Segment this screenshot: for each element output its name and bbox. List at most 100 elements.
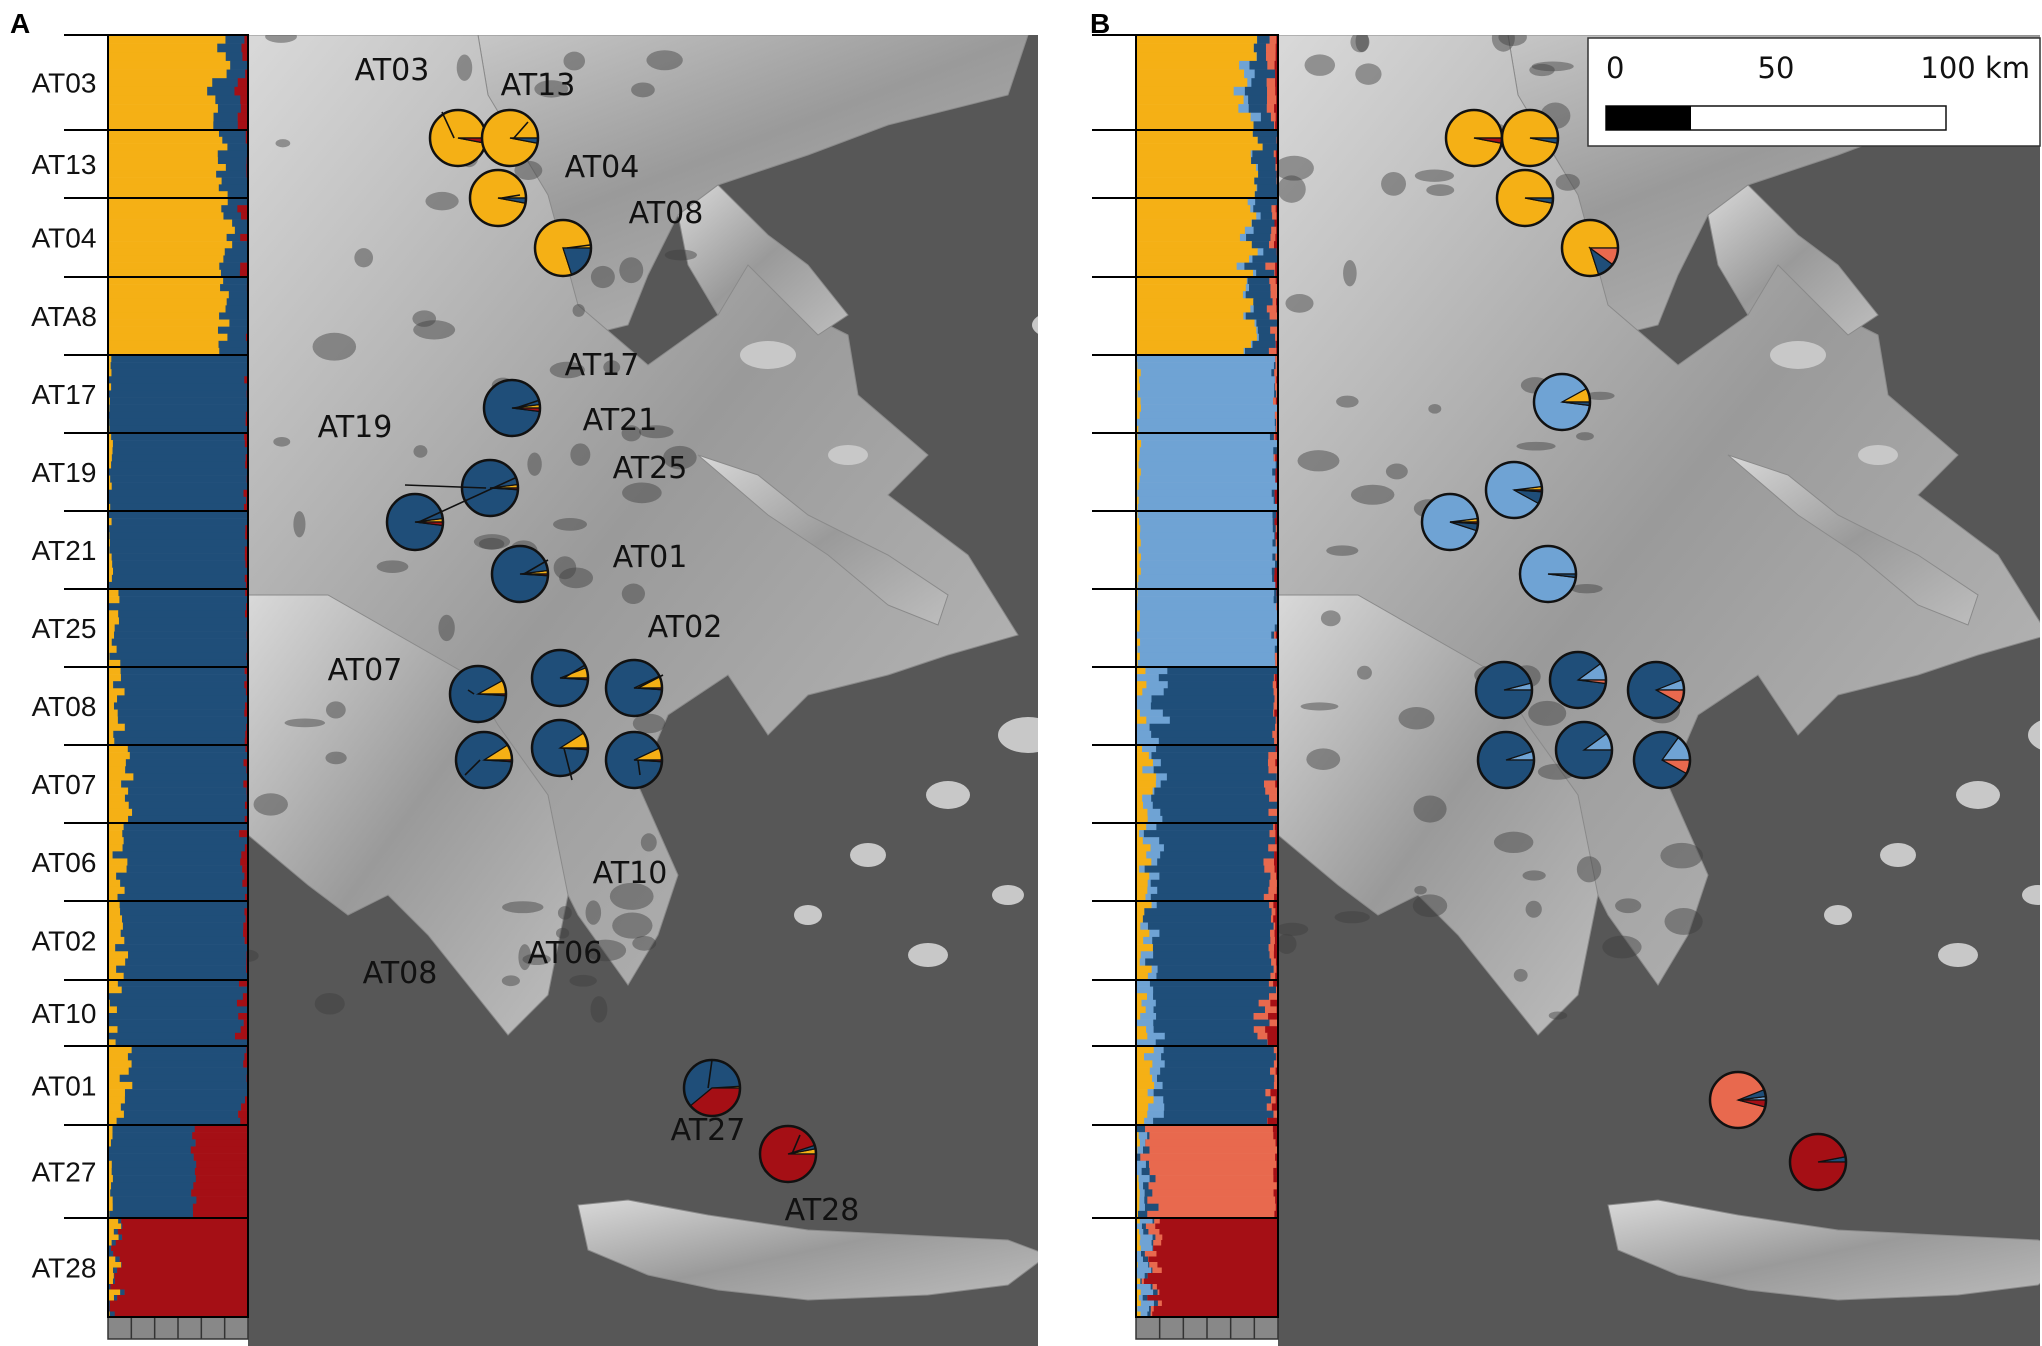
relief-shade bbox=[638, 425, 674, 439]
admixture-segment bbox=[108, 1240, 112, 1246]
population-label-at25: AT25 bbox=[32, 613, 97, 644]
admixture-segment bbox=[207, 86, 235, 96]
admixture-segment bbox=[116, 1006, 249, 1014]
relief-shade bbox=[549, 361, 585, 379]
admixture-segment bbox=[236, 999, 249, 1007]
admixture-segment bbox=[244, 35, 249, 44]
admixture-segment bbox=[108, 1125, 113, 1133]
admixture-segment bbox=[116, 645, 248, 654]
panel-a: AT03 AT13 AT04 ATA8 AT17 AT19 AT21 AT25 AT08 AT07… bbox=[31, 34, 1038, 1346]
admixture-segment bbox=[1252, 340, 1277, 349]
admixture-segment bbox=[1136, 794, 1143, 803]
admixture-segment bbox=[114, 737, 246, 746]
admixture-segment bbox=[1141, 1278, 1145, 1285]
admixture-segment bbox=[1245, 284, 1250, 292]
admixture-segment bbox=[1246, 277, 1248, 285]
admixture-segment bbox=[245, 454, 249, 462]
admixture-segment bbox=[1256, 326, 1259, 335]
relief-shade bbox=[1664, 908, 1703, 935]
island bbox=[740, 341, 796, 369]
admixture-segment bbox=[114, 624, 248, 632]
pie-outline bbox=[1420, 492, 1480, 552]
admixture-segment bbox=[240, 262, 249, 271]
admixture-segment bbox=[225, 164, 247, 172]
admixture-segment bbox=[119, 1074, 247, 1083]
admixture-segment bbox=[1256, 52, 1267, 62]
admixture-segment bbox=[219, 347, 248, 356]
admixture-segment bbox=[1137, 645, 1276, 654]
admixture-segment bbox=[108, 1267, 114, 1274]
relief-shade bbox=[640, 833, 657, 852]
pie-at08 bbox=[454, 730, 514, 790]
admixture-segment bbox=[108, 958, 126, 966]
admixture-segment bbox=[1253, 298, 1273, 306]
admixture-segment bbox=[108, 333, 228, 342]
admixture-segment bbox=[1267, 1039, 1279, 1047]
admixture-segment bbox=[108, 104, 219, 114]
admixture-segment bbox=[1138, 1175, 1150, 1183]
admixture-segment bbox=[240, 104, 249, 114]
chalkidiki-peninsula bbox=[677, 184, 849, 336]
admixture-segment bbox=[1273, 674, 1276, 682]
admixture-segment bbox=[1269, 951, 1275, 959]
admixture-segment bbox=[1257, 164, 1276, 172]
admixture-segment bbox=[1271, 567, 1275, 576]
admixture-segment bbox=[113, 1251, 249, 1257]
admixture-segment bbox=[245, 69, 249, 79]
admixture-segment bbox=[1244, 347, 1270, 356]
admixture-segment bbox=[1139, 1196, 1145, 1204]
admixture-segment bbox=[1249, 255, 1253, 263]
admixture-segment bbox=[115, 1240, 249, 1246]
admixture-segment bbox=[1136, 340, 1252, 349]
admixture-segment bbox=[1152, 759, 1162, 767]
admixture-segment bbox=[1136, 277, 1248, 285]
admixture-segment bbox=[1273, 241, 1279, 249]
admixture-segment bbox=[1136, 1103, 1149, 1111]
admixture-segment bbox=[122, 1223, 249, 1230]
admixture-segment bbox=[108, 674, 122, 682]
admixture-segment bbox=[1167, 667, 1278, 675]
admixture-segment bbox=[1273, 702, 1279, 710]
admixture-segment bbox=[1273, 1046, 1279, 1054]
admixture-segment bbox=[1140, 539, 1273, 547]
admixture-segment bbox=[112, 560, 246, 569]
admixture-segment bbox=[1136, 1311, 1141, 1318]
admixture-segment bbox=[1136, 404, 1142, 413]
admixture-segment bbox=[215, 95, 241, 105]
admixture-segment bbox=[1142, 1256, 1149, 1263]
admixture-segment bbox=[243, 759, 249, 767]
admixture-segment bbox=[1142, 1146, 1150, 1154]
pie-outline bbox=[482, 378, 542, 438]
admixture-segment bbox=[1149, 1146, 1278, 1154]
admixture-segment bbox=[1136, 674, 1160, 682]
admixture-segment bbox=[1145, 1160, 1150, 1169]
admixture-segment bbox=[1256, 269, 1275, 278]
admixture-segment bbox=[1272, 574, 1275, 583]
admixture-segment bbox=[234, 1032, 249, 1040]
admixture-segment bbox=[1136, 69, 1245, 79]
admixture-segment bbox=[1136, 808, 1148, 817]
admixture-segment bbox=[1274, 737, 1278, 746]
relief-shade bbox=[253, 793, 288, 816]
relief-shade bbox=[1585, 391, 1615, 400]
admixture-segment bbox=[108, 667, 121, 675]
admixture-segment bbox=[1273, 496, 1276, 505]
admixture-segment bbox=[1139, 865, 1145, 873]
admixture-segment bbox=[111, 454, 246, 462]
population-label-at13: AT13 bbox=[32, 149, 97, 180]
relief-shade bbox=[609, 882, 654, 910]
admixture-segment bbox=[1147, 993, 1154, 1001]
site-label-at08: AT08 bbox=[629, 196, 704, 231]
admixture-segment bbox=[118, 589, 246, 597]
admixture-segment bbox=[1136, 198, 1248, 206]
admixture-segment bbox=[1163, 688, 1274, 696]
admixture-segment bbox=[1272, 730, 1278, 739]
admixture-segment bbox=[1265, 787, 1278, 795]
admixture-segment bbox=[120, 929, 244, 938]
admixture-segment bbox=[1137, 1273, 1146, 1279]
admixture-segment bbox=[244, 801, 249, 810]
admixture-segment bbox=[108, 362, 111, 370]
admixture-segment bbox=[1144, 1251, 1157, 1257]
admixture-segment bbox=[109, 397, 248, 405]
admixture-segment bbox=[109, 418, 246, 427]
